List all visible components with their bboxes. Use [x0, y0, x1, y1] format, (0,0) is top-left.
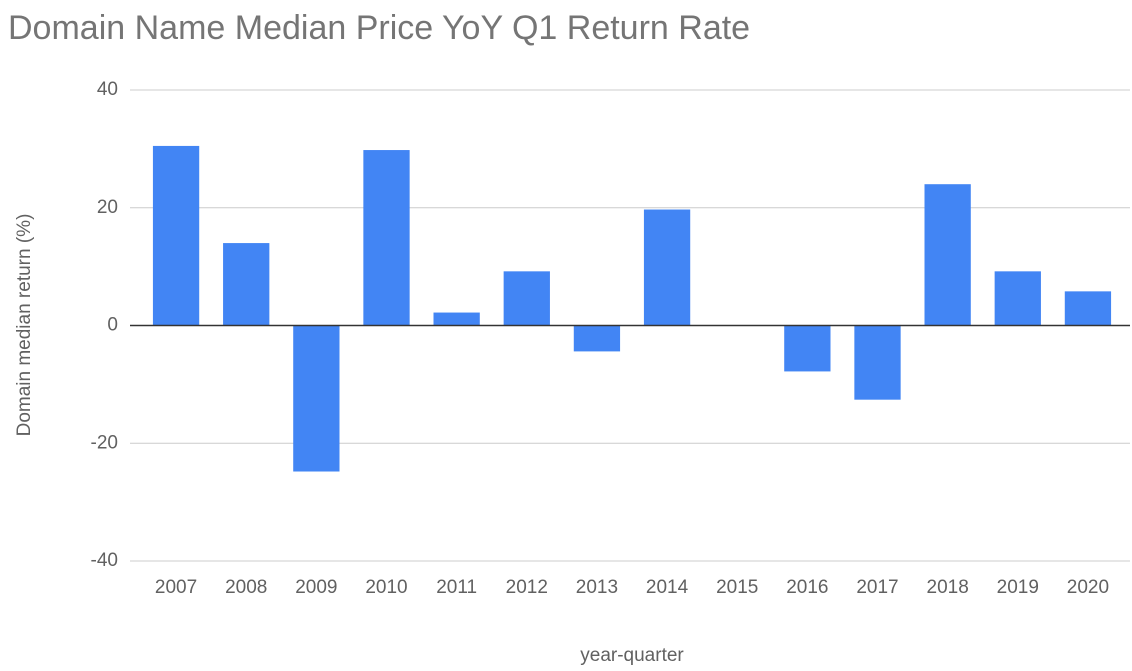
bar: [503, 271, 550, 326]
y-tick-label: 40: [97, 79, 118, 100]
y-tick-label: -20: [91, 432, 118, 453]
x-tick-label: 2008: [225, 577, 267, 598]
x-axis-label: year-quarter: [580, 645, 684, 666]
bar: [293, 325, 340, 472]
bar: [363, 150, 410, 326]
x-tick-label: 2012: [506, 577, 548, 598]
bar: [573, 325, 621, 352]
x-tick-label: 2009: [295, 577, 337, 598]
y-tick-label: 0: [107, 315, 118, 336]
bar: [994, 271, 1041, 326]
x-tick-label: 2014: [646, 577, 689, 598]
x-tick-label: 2007: [155, 577, 197, 598]
bar: [643, 209, 691, 326]
x-tick-label: 2017: [856, 577, 898, 598]
bar: [924, 184, 971, 326]
bar: [1064, 291, 1112, 326]
x-tick-label: 2015: [716, 577, 758, 598]
x-tick-label: 2011: [436, 577, 477, 598]
bar: [433, 312, 480, 326]
y-tick-label: 20: [97, 197, 118, 218]
bar: [854, 325, 901, 400]
x-tick-label: 2019: [997, 577, 1039, 598]
x-tick-label: 2020: [1067, 577, 1109, 598]
bar: [223, 243, 270, 326]
bar: [152, 145, 200, 326]
y-axis-label: Domain median return (%): [14, 214, 35, 437]
x-tick-label: 2018: [927, 577, 969, 598]
x-tick-label: 2016: [786, 577, 828, 598]
bar: [784, 325, 831, 372]
x-tick-label: 2013: [576, 577, 618, 598]
chart-title: Domain Name Median Price YoY Q1 Return R…: [8, 9, 750, 47]
x-tick-label: 2010: [365, 577, 407, 598]
y-tick-label: -40: [91, 550, 118, 571]
